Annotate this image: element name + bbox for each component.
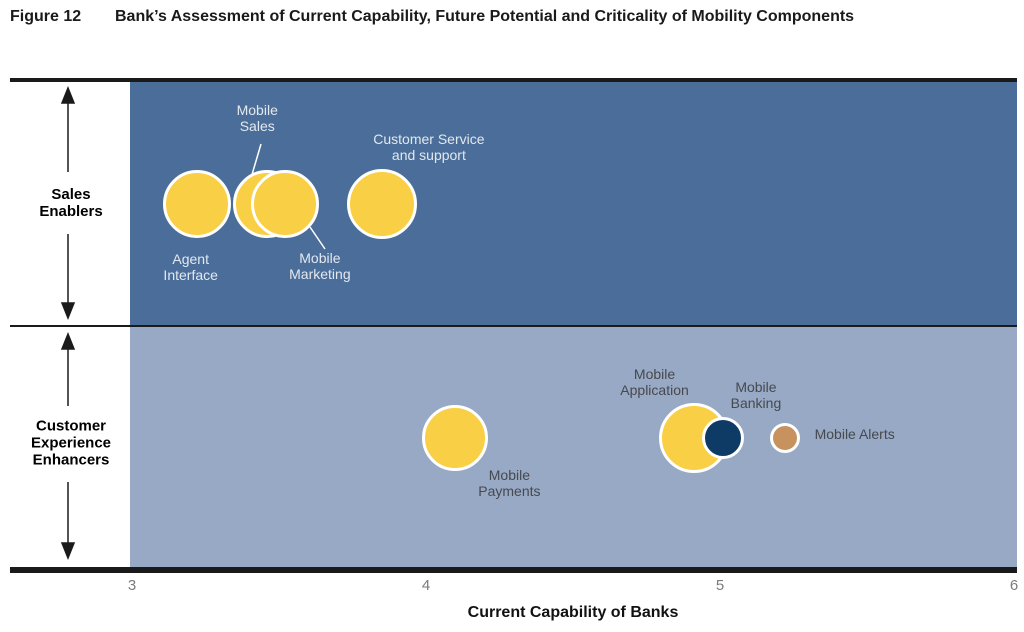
bubble-mobile-alerts [769, 423, 800, 453]
band-separator-rule [10, 325, 1017, 327]
bubble-mobile-banking [701, 417, 744, 459]
bubble-label-customer-service-and-support: Customer Service and support [373, 131, 485, 163]
bubble-label-agent-interface: Agent Interface [163, 251, 218, 283]
x-tick-4: 4 [421, 577, 431, 594]
x-tick-5: 5 [715, 577, 725, 594]
figure-title: Bank’s Assessment of Current Capability,… [115, 8, 855, 25]
bubble-label-mobile-alerts: Mobile Alerts [814, 426, 895, 442]
x-axis-rule [10, 567, 1017, 573]
x-tick-3: 3 [127, 577, 137, 594]
bubble-label-mobile-marketing: Mobile Marketing [289, 250, 351, 282]
x-axis-title: Current Capability of Banks [467, 604, 679, 621]
bubble-label-mobile-banking: Mobile Banking [730, 379, 782, 411]
bubble-label-mobile-application: Mobile Application [620, 366, 689, 398]
figure-label: Figure 12 [10, 8, 82, 25]
x-tick-6: 6 [1009, 577, 1019, 594]
bubble-agent-interface [162, 170, 231, 238]
band-label-sales-enablers: Sales Enablers [39, 186, 103, 220]
bubble-label-mobile-sales: Mobile Sales [236, 102, 278, 134]
bubble-customer-service-and-support [346, 169, 417, 239]
band-customer-experience-enhancers [130, 327, 1017, 567]
bubble-mobile-payments [422, 405, 489, 471]
bubble-mobile-marketing [250, 170, 319, 238]
band-label-customer-experience-enhancers: Customer Experience Enhancers [30, 417, 112, 469]
chart-top-rule [10, 78, 1017, 82]
bubble-label-mobile-payments: Mobile Payments [478, 467, 541, 499]
